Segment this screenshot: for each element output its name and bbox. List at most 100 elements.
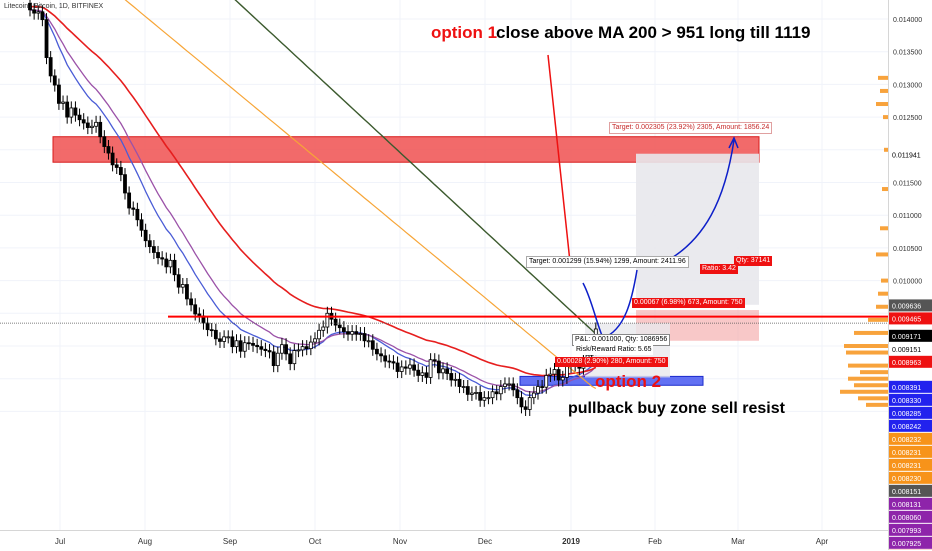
candle-body	[161, 258, 164, 259]
candle-body	[305, 347, 308, 349]
candle-body	[206, 323, 209, 330]
time-tick: Nov	[393, 537, 407, 546]
volume-profile-bar	[844, 344, 888, 348]
price-label: 0.008963	[889, 356, 932, 368]
moving-averages	[30, 0, 596, 395]
volume-profile-bar	[878, 292, 888, 296]
candle-body	[78, 115, 81, 120]
candle-body	[433, 360, 436, 361]
candle-body	[512, 384, 515, 390]
time-tick: Sep	[223, 537, 238, 546]
price-label-text: 0.009171	[892, 334, 921, 341]
candle-body	[227, 337, 230, 338]
candle-body	[450, 373, 453, 380]
price-label-text: 0.009465	[892, 316, 921, 323]
price-label-text: 0.008231	[892, 463, 921, 470]
price-label: 0.008242	[889, 420, 932, 432]
volume-profile-bar	[876, 305, 888, 309]
price-tick: 0.013000	[893, 82, 922, 89]
candle-body	[90, 126, 93, 127]
candle-body	[115, 165, 118, 168]
candle-body	[136, 209, 139, 219]
candle-body	[33, 10, 36, 13]
candle-body	[392, 362, 395, 363]
candle-body	[458, 379, 461, 386]
price-label: 0.008391	[889, 381, 932, 393]
candle-body	[326, 313, 329, 327]
stop2-label: 0.00028 (2.90%) 280, Amount: 750	[555, 357, 668, 367]
candle-body	[235, 341, 238, 347]
candle-body	[404, 367, 407, 368]
candle-body	[243, 343, 246, 352]
price-label-text: 0.008285	[892, 411, 921, 418]
symbol-title: Litecoin / Bitcoin, 1D, BITFINEX	[4, 3, 103, 10]
candle-body	[285, 345, 288, 354]
candle-body	[293, 351, 296, 364]
candle-body	[276, 353, 279, 365]
price-label: 0.008330	[889, 394, 932, 406]
price-tick: 0.010000	[893, 279, 922, 286]
candle-body	[152, 247, 155, 253]
candle-body	[318, 330, 321, 339]
time-tick: Aug	[138, 537, 152, 546]
price-tick: 0.012500	[893, 115, 922, 122]
candle-body	[45, 20, 48, 58]
price-label: 0.009151	[889, 343, 932, 355]
candle-body	[252, 343, 255, 345]
candle-body	[157, 252, 160, 257]
volume-profile-bar	[846, 351, 888, 355]
candle-body	[74, 108, 77, 115]
candle-body	[524, 407, 527, 410]
candle-body	[210, 330, 213, 331]
candle-body	[536, 387, 539, 394]
candle-body	[140, 220, 143, 230]
candle-body	[429, 360, 432, 378]
candle-body	[553, 370, 556, 375]
candle-body	[144, 230, 147, 240]
price-label-text: 0.009636	[892, 303, 921, 310]
hidden-rr-label: Ratio: 3.42	[700, 264, 738, 274]
price-label: 0.008232	[889, 433, 932, 445]
option2-label: option 2	[595, 372, 661, 392]
volume-profile-bar	[876, 252, 888, 256]
candle-body	[239, 341, 242, 351]
candle-body	[334, 319, 337, 325]
candle-body	[454, 379, 457, 380]
mid-target-label: Target: 0.001299 (15.94%) 1299, Amount: …	[526, 256, 689, 268]
candle-body	[99, 122, 102, 136]
price-scale-canvas: 0.0140000.0135000.0130000.0125000.011500…	[889, 0, 932, 550]
candle-body	[86, 123, 89, 128]
candle-body	[466, 387, 469, 395]
candle-body	[384, 356, 387, 361]
candle-body	[557, 370, 560, 380]
price-pane[interactable]: Litecoin / Bitcoin, 1D, BITFINEX option …	[0, 0, 888, 530]
candle-body	[313, 339, 316, 342]
price-label: 0.011941	[889, 149, 932, 161]
candle-body	[520, 398, 523, 407]
candle-body	[260, 347, 263, 350]
candle-body	[256, 345, 259, 346]
candle-body	[41, 12, 44, 20]
candle-body	[503, 384, 506, 387]
candle-body	[425, 373, 428, 378]
candle-body	[322, 327, 325, 330]
candle-body	[82, 120, 85, 123]
option1-label: option 1	[431, 23, 497, 43]
candle-body	[57, 85, 60, 103]
candle-body	[169, 260, 172, 267]
price-label-text: 0.008151	[892, 489, 921, 496]
time-tick: Oct	[309, 537, 322, 546]
long-target-area	[636, 154, 759, 305]
price-label-text: 0.009151	[892, 347, 921, 354]
option1-text: close above MA 200 > 951 long till 1119	[496, 23, 811, 43]
price-label-text: 0.007925	[892, 541, 921, 548]
price-tick: 0.010500	[893, 246, 922, 253]
price-label-text: 0.008963	[892, 360, 921, 367]
candle-body	[289, 354, 292, 364]
candle-body	[380, 354, 383, 356]
candle-body	[214, 330, 217, 339]
price-label-text: 0.008060	[892, 515, 921, 522]
